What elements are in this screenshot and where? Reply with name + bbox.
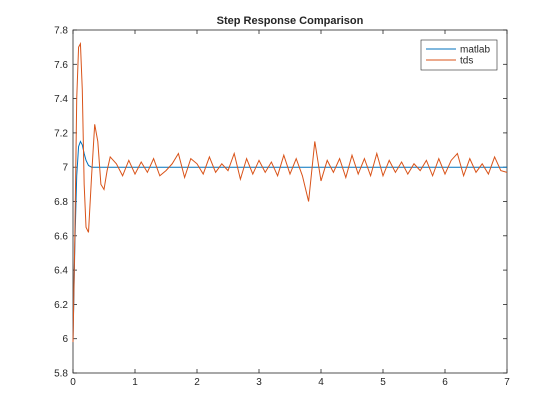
legend-label: tds xyxy=(460,56,473,67)
x-tick-label: 6 xyxy=(442,377,448,388)
x-tick-label: 4 xyxy=(318,377,324,388)
y-tick-label: 6.8 xyxy=(54,197,68,208)
y-tick-label: 6 xyxy=(62,334,68,345)
y-tick-label: 7.6 xyxy=(54,60,68,71)
y-tick-label: 7.8 xyxy=(54,26,68,37)
x-tick-label: 7 xyxy=(504,377,510,388)
x-tick-label: 3 xyxy=(256,377,262,388)
legend-box xyxy=(420,39,498,71)
series-line xyxy=(72,41,508,343)
y-tick-label: 5.8 xyxy=(54,369,68,380)
x-tick-label: 0 xyxy=(70,377,76,388)
y-tick-label: 6.6 xyxy=(54,231,68,242)
y-tick-label: 7 xyxy=(62,163,68,174)
y-tick-label: 6.2 xyxy=(54,300,68,311)
x-tick-label: 5 xyxy=(380,377,386,388)
x-tick-label: 1 xyxy=(132,377,138,388)
legend-label: matlab xyxy=(460,45,490,56)
y-tick-label: 7.2 xyxy=(54,128,68,139)
x-tick-label: 2 xyxy=(194,377,200,388)
y-tick-label: 7.4 xyxy=(54,94,68,105)
y-tick-label: 6.4 xyxy=(54,266,68,277)
chart-title: Step Response Comparison xyxy=(217,15,364,27)
axes-box xyxy=(72,29,508,374)
